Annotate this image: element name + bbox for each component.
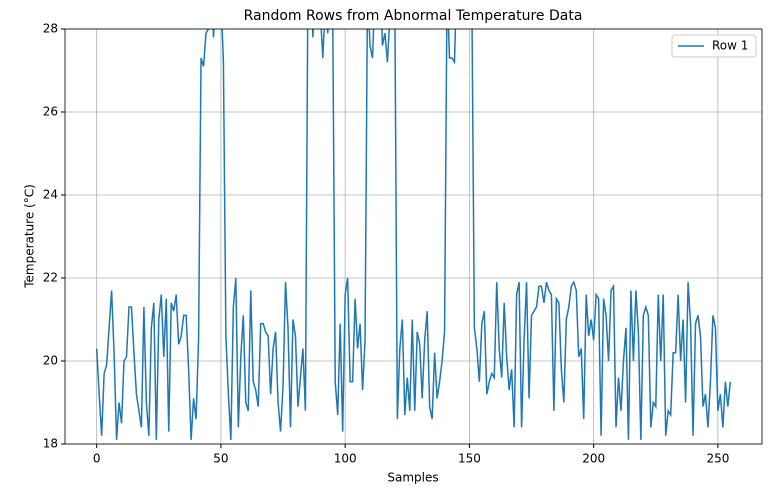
legend-box — [671, 34, 757, 58]
y-tick-label: 22 — [43, 271, 58, 285]
x-tick-label: 250 — [706, 452, 729, 466]
y-axis-label: Temperature (°C) — [23, 184, 37, 289]
y-tick-label: 18 — [43, 437, 58, 451]
chart-title: Random Rows from Abnormal Temperature Da… — [244, 8, 583, 24]
x-tick-label: 150 — [458, 452, 481, 466]
plot-frame — [64, 28, 763, 445]
x-axis-label: Samples — [387, 471, 438, 485]
data-line — [95, 29, 732, 440]
y-tick-label: 24 — [43, 188, 58, 202]
y-tick-label: 26 — [43, 105, 58, 119]
y-tick-label: 28 — [43, 22, 58, 36]
x-tick-label: 100 — [334, 452, 357, 466]
x-tick-label: 50 — [213, 452, 228, 466]
y-tick-label: 20 — [43, 354, 58, 368]
x-tick-label: 0 — [93, 452, 101, 466]
legend: Row 1 — [671, 34, 757, 58]
x-tick-label: 200 — [582, 452, 605, 466]
legend-label: Row 1 — [712, 39, 748, 53]
